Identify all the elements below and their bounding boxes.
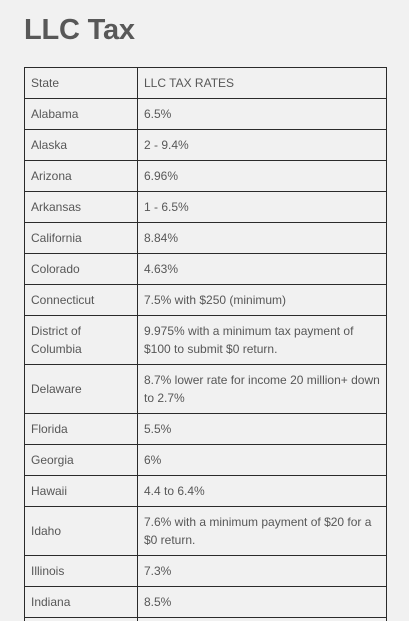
table-row: Indiana 8.5% (24, 586, 387, 618)
rate-cell: 8.7% lower rate for income 20 million+ d… (137, 364, 387, 414)
table-row: Illinois 7.3% (24, 555, 387, 587)
table-row: Hawaii 4.4 to 6.4% (24, 475, 387, 507)
rate-cell: 5.5% (137, 413, 387, 445)
state-cell: Arkansas (24, 191, 138, 223)
state-cell: Delaware (24, 364, 138, 414)
table-row: Arkansas 1 - 6.5% (24, 191, 387, 223)
table-row: Alaska 2 - 9.4% (24, 129, 387, 161)
state-cell: Alabama (24, 98, 138, 130)
table-row: Georgia 6% (24, 444, 387, 476)
rate-cell: 9.975% with a minimum tax payment of $10… (137, 315, 387, 365)
table-row: Delaware 8.7% lower rate for income 20 m… (24, 364, 387, 414)
state-cell: Arizona (24, 160, 138, 192)
rate-cell: 7.6% with a minimum payment of $20 for a… (137, 506, 387, 556)
rate-cell: 2 - 9.4% (137, 129, 387, 161)
rate-cell: 6.5% (137, 98, 387, 130)
table-row: Arizona 6.96% (24, 160, 387, 192)
state-cell: District of Columbia (24, 315, 138, 365)
state-cell: Indiana (24, 586, 138, 618)
table-row: District of Columbia 9.975% with a minim… (24, 315, 387, 365)
state-cell-empty (24, 617, 138, 621)
tax-rates-table-body: State LLC TAX RATES Alabama 6.5% Alaska … (24, 67, 387, 621)
state-cell: Illinois (24, 555, 138, 587)
page-title: LLC Tax (24, 14, 135, 46)
table-row: California 8.84% (24, 222, 387, 254)
state-cell: Connecticut (24, 284, 138, 316)
table-row: Florida 5.5% (24, 413, 387, 445)
rate-cell-empty (137, 617, 387, 621)
table-header-row: State LLC TAX RATES (24, 67, 387, 99)
header-llc-tax-rates: LLC TAX RATES (137, 67, 387, 99)
table-row: Colorado 4.63% (24, 253, 387, 285)
rate-cell: 1 - 6.5% (137, 191, 387, 223)
rate-cell: 4.63% (137, 253, 387, 285)
rate-cell: 6.96% (137, 160, 387, 192)
table-row-partial (24, 617, 387, 621)
header-state: State (24, 67, 138, 99)
rate-cell: 8.5% (137, 586, 387, 618)
rate-cell: 8.84% (137, 222, 387, 254)
table-row: Idaho 7.6% with a minimum payment of $20… (24, 506, 387, 556)
rate-cell: 7.3% (137, 555, 387, 587)
rate-cell: 4.4 to 6.4% (137, 475, 387, 507)
state-cell: Georgia (24, 444, 138, 476)
rate-cell: 6% (137, 444, 387, 476)
state-cell: Alaska (24, 129, 138, 161)
rate-cell: 7.5% with $250 (minimum) (137, 284, 387, 316)
table-row: Connecticut 7.5% with $250 (minimum) (24, 284, 387, 316)
table-row: Alabama 6.5% (24, 98, 387, 130)
state-cell: Idaho (24, 506, 138, 556)
state-cell: Florida (24, 413, 138, 445)
state-cell: California (24, 222, 138, 254)
state-cell: Hawaii (24, 475, 138, 507)
tax-rates-table: State LLC TAX RATES Alabama 6.5% Alaska … (24, 67, 387, 621)
state-cell: Colorado (24, 253, 138, 285)
